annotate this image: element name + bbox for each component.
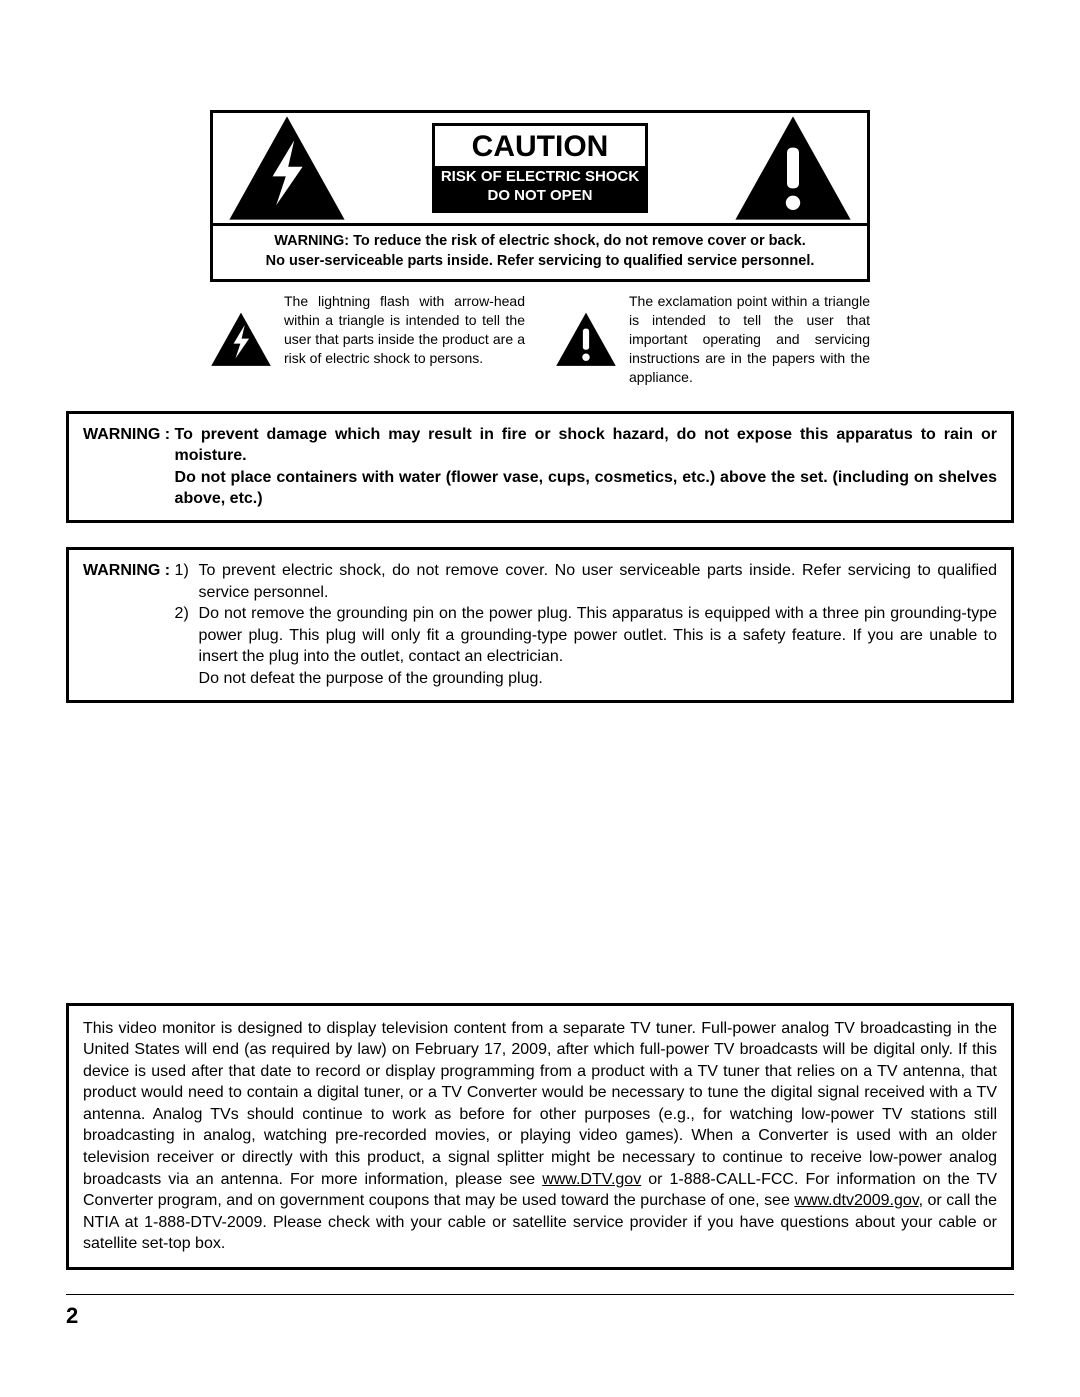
warning-item-2b: Do not defeat the purpose of the groundi… <box>199 668 997 690</box>
footer-rule <box>66 1294 1014 1295</box>
warning-label: WARNING : <box>83 424 175 510</box>
caution-subtitle: RISK OF ELECTRIC SHOCK DO NOT OPEN <box>435 166 645 210</box>
dtv-text-part1: This video monitor is designed to displa… <box>83 1020 997 1188</box>
dtv-link-1: www.DTV.gov <box>542 1171 641 1188</box>
warning-moisture-text: To prevent damage which may result in fi… <box>175 424 997 467</box>
lightning-triangle-small-icon <box>210 292 272 386</box>
warning-label: WARNING : <box>83 560 175 690</box>
lightning-explanation: The lightning flash with arrow-head with… <box>284 292 525 386</box>
warning-item-2a: Do not remove the grounding pin on the p… <box>199 603 997 668</box>
page-number: 2 <box>66 1303 1014 1329</box>
caution-warning-text: WARNING: To reduce the risk of electric … <box>213 223 867 279</box>
exclamation-triangle-icon <box>733 114 853 222</box>
exclamation-explanation: The exclamation point within a triangle … <box>629 292 870 386</box>
list-number: 1) <box>175 560 199 603</box>
warning-item-1: To prevent electric shock, do not remove… <box>199 560 997 603</box>
warning-box-grounding: WARNING : 1) To prevent electric shock, … <box>66 547 1014 703</box>
warning-box-moisture: WARNING : To prevent damage which may re… <box>66 411 1014 523</box>
list-number: 2) <box>175 603 199 668</box>
exclamation-triangle-small-icon <box>555 292 617 386</box>
caution-label-box: CAUTION RISK OF ELECTRIC SHOCK DO NOT OP… <box>432 123 648 213</box>
symbol-explanation-row: The lightning flash with arrow-head with… <box>210 292 870 386</box>
warning-containers-text: Do not place containers with water (flow… <box>175 467 997 510</box>
dtv-notice-box: This video monitor is designed to displa… <box>66 1003 1014 1271</box>
caution-title: CAUTION <box>445 130 635 164</box>
caution-box: CAUTION RISK OF ELECTRIC SHOCK DO NOT OP… <box>210 110 870 282</box>
dtv-link-2: www.dtv2009.gov <box>794 1192 918 1209</box>
lightning-triangle-icon <box>227 114 347 222</box>
